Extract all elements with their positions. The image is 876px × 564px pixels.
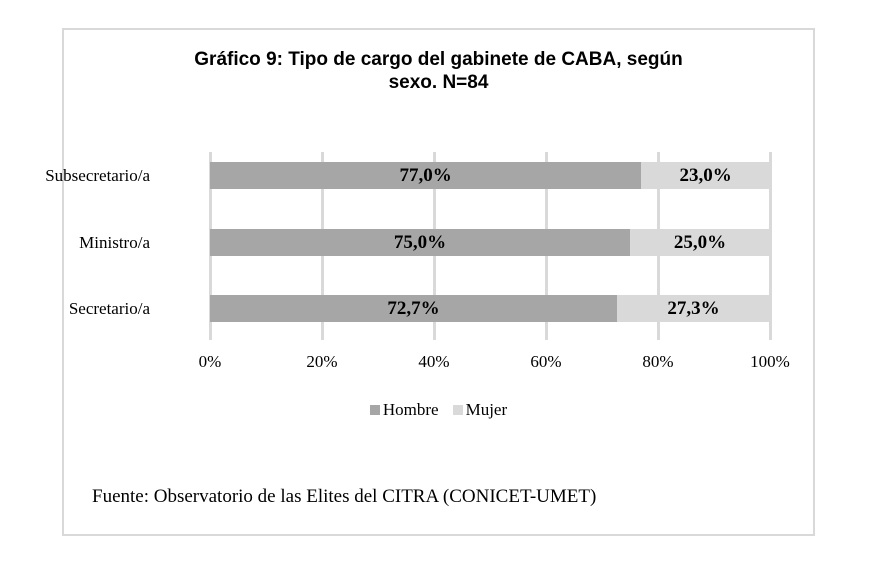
gridline-100 xyxy=(769,152,772,340)
x-tick-label: 80% xyxy=(642,352,674,371)
x-tick-label: 0% xyxy=(198,352,222,371)
chart-frame: Gráfico 9: Tipo de cargo del gabinete de… xyxy=(45,28,815,536)
bar-hombre: 75,0% xyxy=(210,229,630,256)
chart-title: Gráfico 9: Tipo de cargo del gabinete de… xyxy=(64,48,813,94)
bar-mujer: 27,3% xyxy=(617,295,770,322)
bar-mujer: 25,0% xyxy=(630,229,770,256)
category-label: Ministro/a xyxy=(79,233,150,252)
chart-title-line-2: sexo. N=84 xyxy=(388,72,489,93)
legend: Hombre Mujer xyxy=(64,400,813,420)
x-tick-label: 60% xyxy=(530,352,562,371)
category-label: Subsecretario/a xyxy=(45,166,150,185)
x-tick-label: 40% xyxy=(418,352,450,371)
legend-item-mujer[interactable]: Mujer xyxy=(452,400,508,420)
legend-label: Mujer xyxy=(465,400,508,419)
category-label: Secretario/a xyxy=(68,299,150,318)
x-tick-label: 100% xyxy=(750,352,790,371)
chart-title-line-1: Gráfico 9: Tipo de cargo del gabinete de… xyxy=(194,49,683,70)
bar-row-subsecretario: 77,0% 23,0% xyxy=(210,162,770,189)
legend-item-hombre[interactable]: Hombre xyxy=(369,400,439,420)
bar-mujer: 23,0% xyxy=(641,162,770,189)
legend-label: Hombre xyxy=(382,400,439,419)
bar-hombre: 72,7% xyxy=(210,295,618,322)
legend-swatch-icon xyxy=(369,405,380,415)
source-note: Fuente: Observatorio de las Elites del C… xyxy=(92,486,597,507)
bar-hombre: 77,0% xyxy=(210,162,642,189)
bar-row-secretario: 72,7% 27,3% xyxy=(210,295,770,322)
bar-row-ministro: 75,0% 25,0% xyxy=(210,229,770,256)
legend-swatch-icon xyxy=(452,405,463,415)
plot-area: 77,0% 23,0% 75,0% 25,0% 72,7% 27,3% Subs… xyxy=(45,152,772,340)
x-tick-label: 20% xyxy=(306,352,338,371)
